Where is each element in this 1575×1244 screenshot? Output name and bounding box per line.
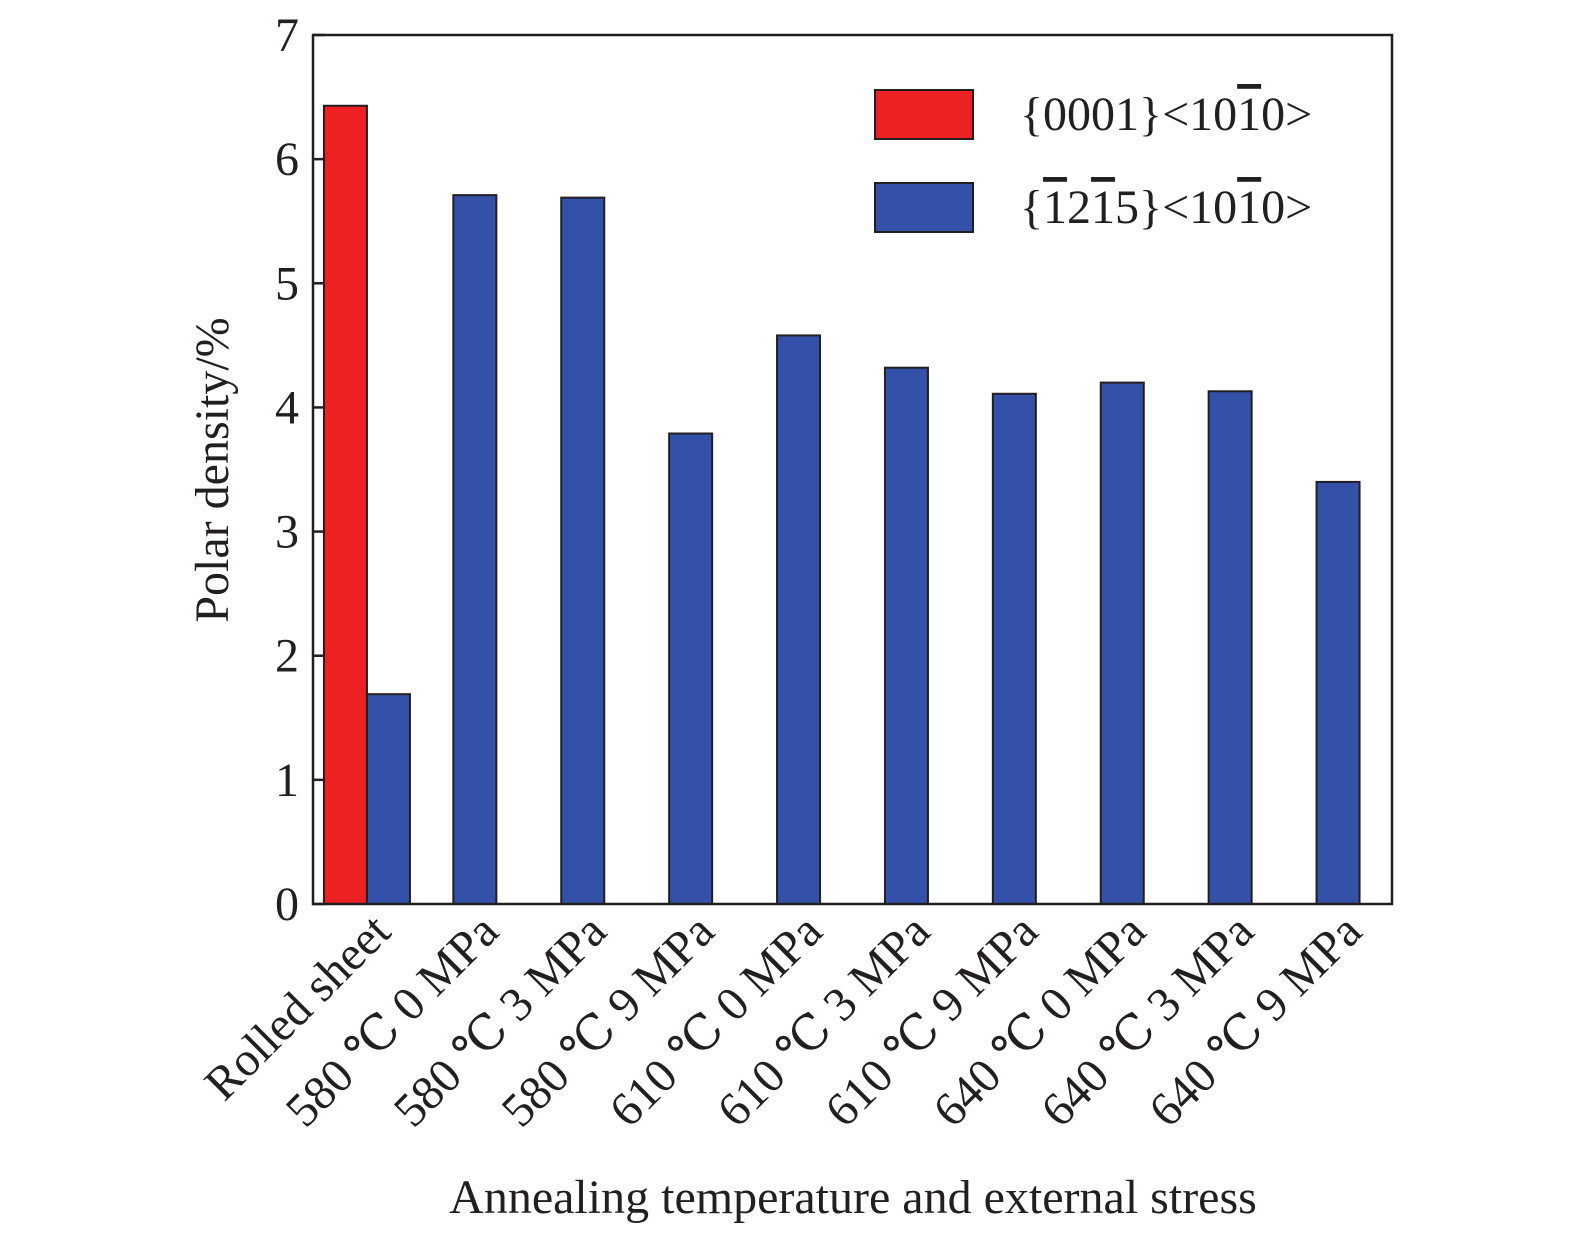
y-tick-label: 3 xyxy=(275,506,299,559)
bar-blue-6 xyxy=(991,392,1037,905)
bar-blue-2 xyxy=(560,196,606,905)
bar-blue-9 xyxy=(1315,480,1361,905)
bar-blue-0 xyxy=(365,693,411,905)
y-tick-label: 5 xyxy=(275,257,299,310)
legend-label-0: {0001}<1010> xyxy=(1020,88,1312,141)
legend-label-part: 1 xyxy=(1237,181,1261,234)
legend-label-part: 5}<10 xyxy=(1115,181,1237,234)
bar-blue-8 xyxy=(1207,390,1253,906)
bar-blue-1 xyxy=(452,194,498,905)
y-tick-label: 0 xyxy=(275,878,299,931)
legend-swatch-0 xyxy=(874,89,974,140)
bar-blue-3 xyxy=(668,432,714,905)
y-tick-label: 6 xyxy=(275,133,299,186)
legend-label-part: { xyxy=(1020,181,1043,234)
legend-label-part: 1 xyxy=(1237,88,1261,141)
bar-blue-4 xyxy=(776,334,822,905)
bar-blue-5 xyxy=(883,366,929,905)
y-tick-label: 4 xyxy=(275,381,299,434)
y-axis-ticks: 0 1 2 3 4 5 6 7 xyxy=(275,9,325,931)
plot-frame xyxy=(311,33,1394,906)
y-tick-label: 7 xyxy=(275,9,299,62)
bars-group xyxy=(322,104,1361,906)
y-tick-label: 1 xyxy=(275,754,299,807)
legend-label-part: 1 xyxy=(1091,181,1115,234)
legend-label-1: {1215}<1010> xyxy=(1020,181,1312,234)
legend-label-part: 0> xyxy=(1261,88,1312,141)
bar-red-0 xyxy=(322,104,368,906)
y-axis-title: Polar density/% xyxy=(186,317,239,622)
y-tick-label: 2 xyxy=(275,630,299,683)
legend-swatch-1 xyxy=(874,182,974,233)
legend-label-part: {0001}<10 xyxy=(1020,88,1237,141)
legend-label-part: 0> xyxy=(1261,181,1312,234)
legend: {0001}<1010>{1215}<1010> xyxy=(874,88,1312,234)
x-axis-title: Annealing temperature and external stres… xyxy=(449,1171,1257,1224)
legend-label-part: 1 xyxy=(1043,181,1067,234)
legend-label-part: 2 xyxy=(1067,181,1091,234)
bar-blue-7 xyxy=(1099,381,1145,906)
